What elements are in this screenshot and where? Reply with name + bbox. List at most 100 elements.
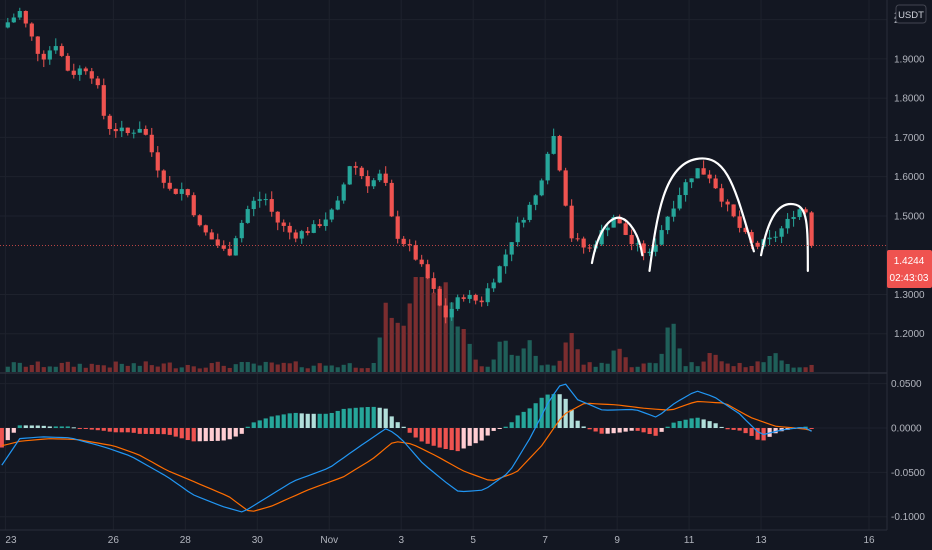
candle-body[interactable]	[167, 182, 172, 189]
head-arc[interactable]	[648, 157, 755, 273]
left-shoulder-arc[interactable]	[590, 216, 644, 265]
candle[interactable]	[251, 196, 256, 217]
candle[interactable]	[479, 296, 484, 307]
candle-body[interactable]	[5, 22, 10, 28]
candle[interactable]	[413, 240, 418, 261]
candle-body[interactable]	[299, 231, 304, 239]
candle[interactable]	[179, 182, 184, 201]
candle-body[interactable]	[407, 244, 412, 246]
candle-body[interactable]	[437, 288, 442, 306]
candle[interactable]	[617, 214, 622, 224]
candle[interactable]	[35, 36, 40, 62]
candle[interactable]	[491, 278, 496, 292]
candle-body[interactable]	[707, 174, 712, 179]
candle-body[interactable]	[419, 259, 424, 265]
candle[interactable]	[497, 265, 502, 284]
candle-body[interactable]	[365, 176, 370, 187]
candle-body[interactable]	[509, 242, 514, 255]
candle-body[interactable]	[119, 127, 124, 132]
candle-body[interactable]	[701, 168, 706, 175]
candle-body[interactable]	[503, 254, 508, 267]
candle[interactable]	[605, 224, 610, 237]
currency-selector[interactable]: USDT	[895, 4, 927, 24]
candle-body[interactable]	[251, 200, 256, 210]
candle-body[interactable]	[773, 236, 778, 238]
candle[interactable]	[125, 127, 130, 136]
candle-body[interactable]	[47, 50, 52, 60]
candle-body[interactable]	[497, 266, 502, 283]
candle[interactable]	[431, 272, 436, 294]
candle-body[interactable]	[35, 36, 40, 54]
candle[interactable]	[221, 240, 226, 251]
candle-body[interactable]	[551, 135, 556, 154]
candle[interactable]	[233, 235, 238, 256]
candle-body[interactable]	[353, 166, 358, 168]
candle[interactable]	[53, 38, 58, 54]
candle[interactable]	[185, 188, 190, 198]
candle[interactable]	[101, 78, 106, 120]
candle-body[interactable]	[347, 166, 352, 185]
candle-body[interactable]	[629, 234, 634, 245]
candle[interactable]	[245, 205, 250, 224]
candle-body[interactable]	[413, 245, 418, 260]
candle-body[interactable]	[191, 195, 196, 216]
candle-body[interactable]	[293, 232, 298, 239]
candle-body[interactable]	[491, 282, 496, 289]
candle-body[interactable]	[245, 209, 250, 223]
candle[interactable]	[191, 192, 196, 218]
candle[interactable]	[539, 178, 544, 197]
candle-body[interactable]	[659, 230, 664, 245]
candle[interactable]	[83, 66, 88, 75]
candle-body[interactable]	[725, 201, 730, 205]
candle-body[interactable]	[713, 178, 718, 189]
candle[interactable]	[509, 242, 514, 262]
candle[interactable]	[383, 166, 388, 186]
candle-body[interactable]	[281, 222, 286, 226]
candle-body[interactable]	[461, 297, 466, 299]
candle-body[interactable]	[29, 23, 34, 37]
candle[interactable]	[227, 241, 232, 257]
right-shoulder-arc[interactable]	[759, 203, 809, 273]
candle-body[interactable]	[647, 251, 652, 254]
candle-body[interactable]	[683, 182, 688, 196]
candle[interactable]	[137, 121, 142, 133]
candle[interactable]	[755, 240, 760, 250]
candle-body[interactable]	[539, 180, 544, 196]
candle[interactable]	[23, 10, 28, 28]
candle[interactable]	[737, 210, 742, 233]
candle[interactable]	[677, 187, 682, 211]
candle-body[interactable]	[185, 189, 190, 196]
candle[interactable]	[239, 219, 244, 243]
candle-body[interactable]	[215, 239, 220, 246]
candle-body[interactable]	[65, 55, 70, 71]
candle-body[interactable]	[467, 294, 472, 299]
candle-body[interactable]	[311, 224, 316, 233]
candle-body[interactable]	[137, 128, 142, 133]
candle-body[interactable]	[71, 70, 76, 75]
candle[interactable]	[791, 210, 796, 227]
candle[interactable]	[311, 220, 316, 234]
candle-body[interactable]	[23, 11, 28, 24]
candle-body[interactable]	[695, 168, 700, 179]
candle-body[interactable]	[77, 68, 82, 75]
candle-body[interactable]	[731, 204, 736, 217]
candle-body[interactable]	[785, 218, 790, 229]
candle-body[interactable]	[389, 182, 394, 217]
candle-body[interactable]	[227, 248, 232, 256]
candle[interactable]	[149, 127, 154, 157]
candle[interactable]	[263, 193, 268, 206]
candle[interactable]	[485, 283, 490, 307]
candle[interactable]	[785, 213, 790, 234]
candle-body[interactable]	[263, 199, 268, 201]
candle-body[interactable]	[779, 228, 784, 237]
candle[interactable]	[281, 219, 286, 232]
candle-body[interactable]	[425, 264, 430, 279]
candle-body[interactable]	[809, 212, 814, 246]
candle-body[interactable]	[383, 173, 388, 183]
candle-body[interactable]	[239, 222, 244, 239]
candle-body[interactable]	[125, 127, 130, 134]
candle[interactable]	[173, 188, 178, 195]
candle-body[interactable]	[617, 217, 622, 224]
candle-body[interactable]	[11, 17, 16, 23]
candle[interactable]	[563, 167, 568, 207]
